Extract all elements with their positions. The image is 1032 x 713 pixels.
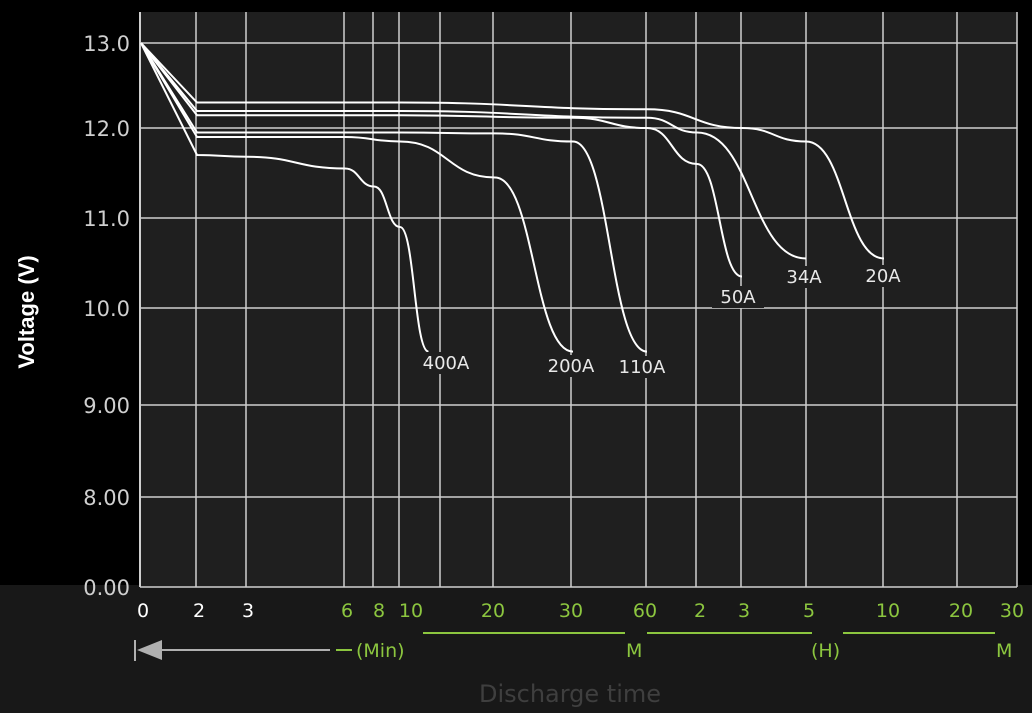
unit-m-label-1: M xyxy=(626,640,642,662)
x-tick-label: 60 xyxy=(633,600,657,622)
curve-110a xyxy=(140,42,648,353)
x-tick-label: 20 xyxy=(949,600,973,622)
x-tick-label: 0 xyxy=(137,600,149,622)
curve-label-50a: 50A xyxy=(720,287,756,308)
x-tick-label: 30 xyxy=(1000,600,1024,622)
plot-area xyxy=(140,12,1017,587)
curve-400a xyxy=(140,42,430,353)
curve-label-110a: 110A xyxy=(619,357,666,378)
x-axis-ticks: 0 2 3 6 8 10 20 30 60 2 3 5 10 20 30 xyxy=(137,600,1024,622)
curve-20a xyxy=(140,42,885,260)
curve-label-200a: 200A xyxy=(548,356,595,377)
curve-34a xyxy=(140,42,807,260)
y-axis-label: Voltage (V) xyxy=(14,255,39,368)
left-arrow-icon xyxy=(137,640,162,660)
x-tick-label: 2 xyxy=(694,600,706,622)
x-tick-label: 3 xyxy=(738,600,750,622)
curve-label-bg xyxy=(857,265,909,287)
y-tick-label: 9.00 xyxy=(83,394,130,418)
x-tick-label: 10 xyxy=(876,600,900,622)
x-tick-label: 5 xyxy=(803,600,815,622)
curve-label-34a: 34A xyxy=(786,267,822,288)
curve-label-bg xyxy=(420,352,472,374)
curve-label-20a: 20A xyxy=(865,266,901,287)
x-tick-label: 6 xyxy=(341,600,353,622)
unit-h-label: (H) xyxy=(811,640,840,662)
curve-50a xyxy=(140,42,743,278)
y-tick-label: 0.00 xyxy=(83,576,130,600)
curve-labels: 400A 200A 110A 50A 34A 20A xyxy=(420,265,909,378)
x-axis-label: Discharge time xyxy=(479,680,661,708)
y-tick-label: 13.0 xyxy=(83,32,130,56)
x-tick-label: 3 xyxy=(242,600,254,622)
y-tick-label: 11.0 xyxy=(83,207,130,231)
discharge-curves xyxy=(140,42,885,353)
x-tick-label: 8 xyxy=(373,600,385,622)
curve-label-400a: 400A xyxy=(423,353,470,374)
y-tick-label: 10.0 xyxy=(83,297,130,321)
y-tick-label: 8.00 xyxy=(83,486,130,510)
x-tick-label: 20 xyxy=(481,600,505,622)
curve-label-bg xyxy=(778,266,830,288)
x-tick-label: 10 xyxy=(399,600,423,622)
curve-label-bg xyxy=(616,356,668,378)
unit-min-label: (Min) xyxy=(356,640,405,662)
curve-200a xyxy=(140,42,574,353)
x-tick-label: 2 xyxy=(193,600,205,622)
time-unit-bar: (Min) M (H) M xyxy=(134,632,1012,662)
y-tick-label: 12.0 xyxy=(83,117,130,141)
curve-label-bg xyxy=(712,286,764,308)
unit-m-label-2: M xyxy=(996,640,1012,662)
curve-label-bg xyxy=(545,355,597,377)
y-axis-ticks: 13.0 12.0 11.0 10.0 9.00 8.00 0.00 xyxy=(83,32,130,600)
x-tick-label: 30 xyxy=(559,600,583,622)
